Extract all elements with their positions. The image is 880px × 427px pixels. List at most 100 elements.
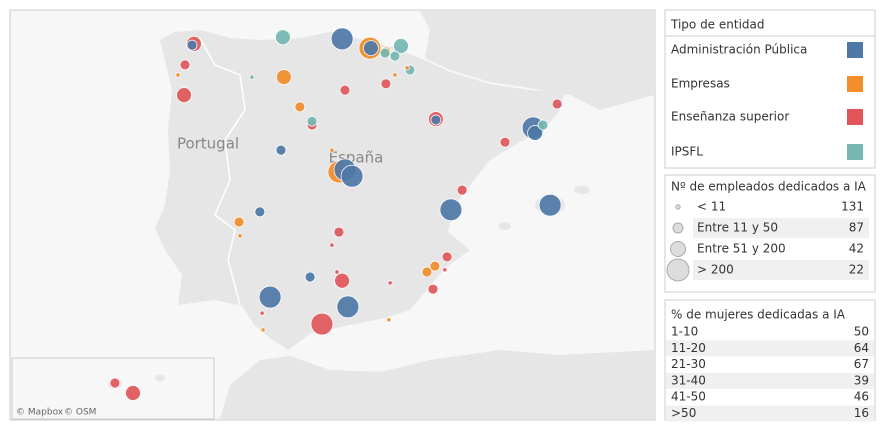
bubble bbox=[254, 206, 266, 218]
table-count: 67 bbox=[854, 357, 869, 371]
bubble bbox=[439, 198, 463, 222]
table-count: 64 bbox=[854, 341, 869, 355]
bubble bbox=[456, 184, 468, 196]
bubble bbox=[380, 78, 392, 90]
table-label: >50 bbox=[671, 406, 696, 420]
bubble bbox=[421, 266, 433, 278]
row-bg bbox=[693, 218, 869, 238]
bubble bbox=[249, 74, 255, 80]
bubble bbox=[304, 271, 316, 283]
bubble bbox=[499, 136, 511, 148]
table-label: 11-20 bbox=[671, 341, 706, 355]
map: Portugal España © Mapbox © OSM bbox=[9, 9, 656, 421]
bubble bbox=[333, 226, 345, 238]
bubble bbox=[179, 59, 191, 71]
row-bg bbox=[666, 405, 874, 422]
bubble bbox=[427, 283, 439, 295]
legend-label: Enseñanza superior bbox=[671, 110, 789, 124]
legend-size-symbol bbox=[666, 258, 690, 282]
bubble bbox=[125, 385, 141, 401]
table-label: 31-40 bbox=[671, 373, 706, 387]
legend-label: IPSFL bbox=[671, 145, 703, 159]
legend-swatch bbox=[847, 76, 863, 92]
bubble bbox=[260, 327, 266, 333]
row-bg bbox=[693, 260, 869, 280]
legend-size-symbol bbox=[675, 204, 681, 210]
legend-swatch bbox=[847, 144, 863, 160]
bubble bbox=[392, 72, 398, 78]
table-label: 1-10 bbox=[671, 325, 698, 339]
bubble bbox=[379, 47, 391, 59]
bubble bbox=[393, 38, 409, 54]
legend-size-symbol bbox=[670, 241, 686, 257]
bubble bbox=[442, 267, 448, 273]
legend-label: Administración Pública bbox=[671, 43, 807, 57]
bubble bbox=[551, 98, 563, 110]
bubble bbox=[363, 40, 379, 56]
legend-label: > 200 bbox=[697, 263, 734, 277]
bubble bbox=[334, 272, 351, 289]
bubble bbox=[389, 50, 401, 62]
bubble bbox=[387, 280, 393, 286]
bubble bbox=[109, 377, 121, 389]
bubble bbox=[294, 101, 306, 113]
legend-label: < 11 bbox=[697, 200, 726, 214]
bubble bbox=[537, 119, 549, 131]
bubble bbox=[258, 285, 282, 309]
bubble bbox=[330, 27, 354, 51]
bubble bbox=[340, 164, 364, 188]
bubble bbox=[538, 193, 562, 217]
legend-title: Tipo de entidad bbox=[670, 18, 765, 32]
table-label: 41-50 bbox=[671, 390, 706, 404]
bubble bbox=[275, 29, 291, 46]
legend-title: Nº de empleados dedicados a IA bbox=[671, 180, 867, 194]
bubble bbox=[233, 216, 245, 228]
island bbox=[499, 222, 511, 230]
table-label: 21-30 bbox=[671, 357, 706, 371]
bubble bbox=[306, 115, 318, 127]
legend-count: 42 bbox=[849, 242, 864, 256]
bubble bbox=[259, 310, 265, 316]
bubble bbox=[339, 84, 351, 96]
table-count: 16 bbox=[854, 406, 869, 420]
legend-size-symbol bbox=[672, 222, 684, 234]
bubble bbox=[404, 65, 410, 71]
bubble bbox=[441, 251, 453, 263]
legend-swatch bbox=[847, 109, 863, 125]
bubble bbox=[329, 242, 335, 248]
bubble bbox=[275, 144, 287, 156]
table-count: 50 bbox=[854, 325, 869, 339]
land bbox=[220, 350, 654, 419]
bubble bbox=[275, 69, 292, 85]
bubble bbox=[176, 87, 192, 104]
table-count: 46 bbox=[854, 390, 869, 404]
bubble bbox=[386, 317, 392, 323]
legend-count: 131 bbox=[841, 200, 864, 214]
legend-swatch bbox=[847, 42, 863, 58]
attribution: © Mapbox bbox=[16, 408, 64, 418]
border bbox=[199, 37, 246, 306]
legend-panel bbox=[664, 299, 876, 421]
bubble bbox=[336, 295, 360, 319]
legend-label: Entre 51 y 200 bbox=[697, 242, 786, 256]
island bbox=[155, 375, 165, 381]
legend-count: 22 bbox=[849, 263, 864, 277]
bubble bbox=[186, 39, 198, 51]
legend-label: Entre 11 y 50 bbox=[697, 221, 778, 235]
bubble bbox=[430, 114, 442, 126]
row-bg bbox=[666, 372, 874, 389]
bubble bbox=[429, 260, 441, 272]
bubble bbox=[310, 312, 334, 336]
bubble bbox=[329, 147, 335, 153]
land bbox=[420, 11, 654, 110]
bubble bbox=[527, 125, 543, 141]
land bbox=[155, 30, 565, 350]
country-label: Portugal bbox=[177, 135, 239, 153]
attribution: © OSM bbox=[64, 408, 96, 418]
island bbox=[574, 186, 590, 194]
legend-title: % de mujeres dedicadas a IA bbox=[671, 308, 846, 322]
row-bg bbox=[666, 340, 874, 357]
bubble bbox=[334, 269, 340, 275]
table-count: 39 bbox=[854, 373, 869, 387]
